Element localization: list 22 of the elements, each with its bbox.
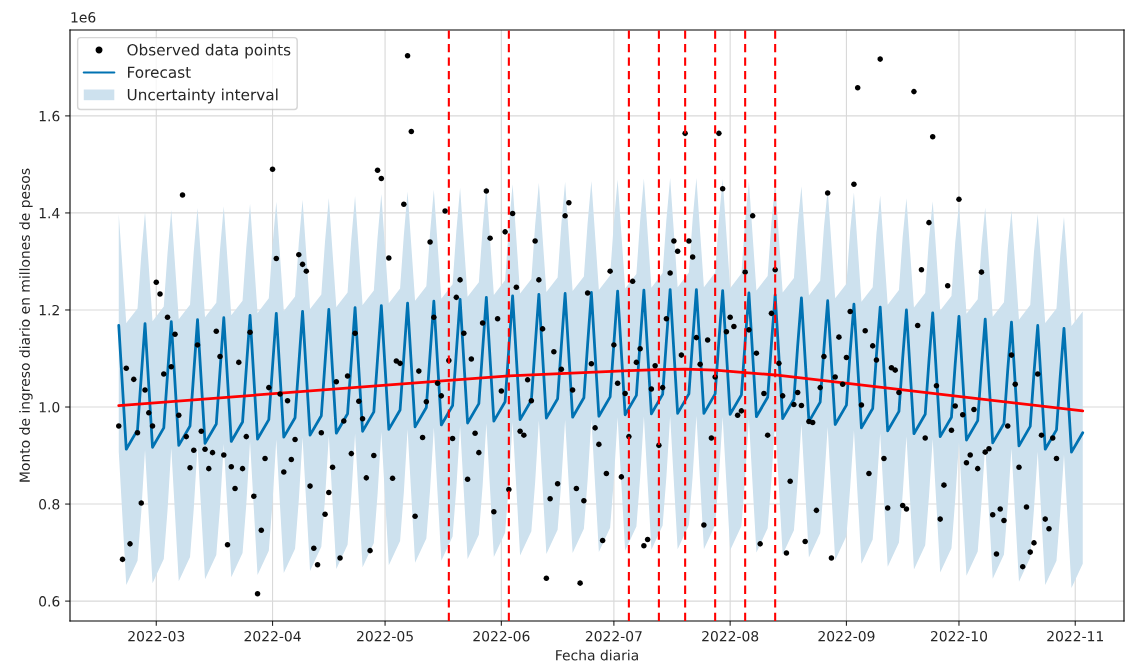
- x-tick-label: 2022-05: [357, 630, 413, 642]
- y-tick-label: 0.6: [39, 596, 60, 607]
- x-tick-label: 2022-11: [1047, 630, 1103, 642]
- legend-label: Forecast: [128, 66, 191, 78]
- y-tick-label: 1.6: [39, 110, 60, 122]
- legend-label: Uncertainty interval: [127, 88, 278, 104]
- y-tick-label: 1.2: [39, 304, 59, 316]
- line-series: [117, 288, 1085, 454]
- x-tick-label: 2022-06: [473, 630, 530, 642]
- y-tick-label: 1.0: [39, 401, 60, 413]
- x-tick-label: 2022-04: [244, 630, 301, 642]
- legend-label: Observed data points: [127, 43, 291, 59]
- y-tick-label: 1.4: [39, 208, 60, 219]
- x-tick-label: 2022-09: [818, 630, 875, 642]
- x-tick-label: 2022-07: [585, 630, 642, 642]
- y-axis-title: Monto de ingreso diario en millones de pesos: [19, 168, 33, 482]
- text: 1e6: [71, 12, 96, 23]
- x-tick-label: 2022-08: [702, 630, 759, 642]
- x-tick-label: 2022-10: [930, 630, 988, 642]
- x-tick-label: 2022-03: [128, 630, 185, 642]
- x-axis-title: Fecha diaria: [556, 649, 638, 661]
- y-tick-label: 0.8: [39, 499, 60, 510]
